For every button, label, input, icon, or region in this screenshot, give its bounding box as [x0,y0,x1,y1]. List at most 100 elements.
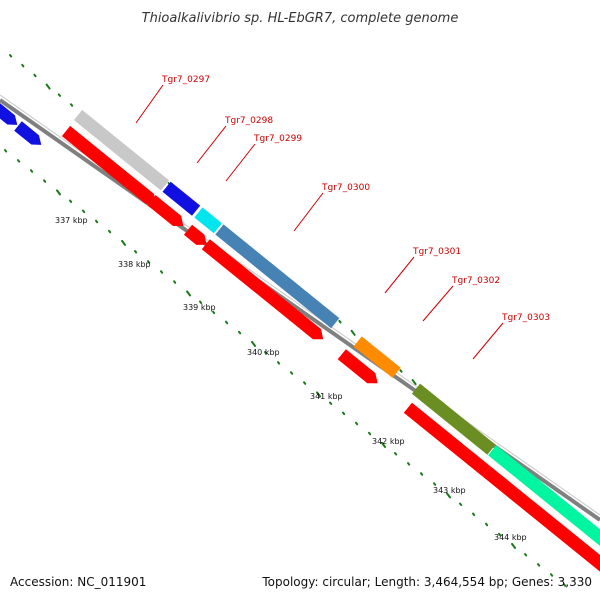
gene-block [488,445,600,546]
gene-leader-line [225,143,256,182]
kbp-label: 340 kbp [247,348,280,357]
inner-tick [225,320,229,325]
inner-tick [394,452,398,456]
inner-tick [251,340,256,347]
gene-leader-line [293,192,324,232]
map-title: Thioalkalivibrio sp. HL-EbGR7, complete … [142,11,459,26]
gene-leader-line [135,84,164,124]
kbp-label: 339 kbp [183,303,216,312]
inner-tick [212,310,216,315]
inner-tick [199,300,203,304]
cds-arrow [147,195,184,226]
outer-tick [338,319,342,324]
inner-tick [550,573,554,577]
cds-arrow [482,466,600,572]
gene-label[interactable]: Tgr7_0299 [253,134,302,144]
inner-tick [30,169,34,173]
inner-tick [498,532,502,537]
inner-tick [563,583,567,587]
inner-tick [173,280,177,284]
inner-tick [459,502,463,506]
feature-track [0,103,600,572]
gene-labels: Tgr7_0297 Tgr7_0298 Tgr7_0299 Tgr7_0300 Tgr7… [135,75,550,360]
kbp-label: 342 kbp [372,437,405,446]
inner-tick [160,270,164,274]
gene-block-partial [14,121,42,145]
outer-tick [21,63,25,68]
kbp-label: 338 kbp [118,260,151,269]
inner-tick [4,149,8,153]
inner-tick [238,330,242,335]
cds-arrow [61,125,157,204]
inner-tick [121,239,126,246]
inner-tick [537,563,541,567]
kbp-label: 344 kbp [494,533,527,542]
inner-tick [108,229,112,234]
gene-leader-line [384,256,415,294]
gene-label[interactable]: Tgr7_0303 [501,313,550,323]
kbp-label: 337 kbp [55,216,88,225]
gene-block [411,383,496,455]
inner-tick [355,421,359,426]
outer-tick [33,73,37,78]
summary-text: Topology: circular; Length: 3,464,554 bp… [261,575,592,589]
outer-tick [411,379,417,386]
inner-tick [82,209,86,214]
gene-block [162,181,201,216]
gene-leader-line [422,285,454,322]
inner-tick [316,391,321,398]
cds-arrow [403,402,491,477]
gene-label[interactable]: Tgr7_0300 [321,183,370,193]
gene-label[interactable]: Tgr7_0302 [451,276,500,286]
inner-tick [290,371,294,375]
inner-tick [303,381,307,385]
inner-tick [381,441,386,448]
outer-tick [45,83,51,90]
kbp-labels: 337 kbp 338 kbp 339 kbp 340 kbp 341 kbp 342 k… [55,216,527,542]
inner-tick [17,159,21,163]
gene-leader-line [472,322,504,360]
inner-tick [485,522,489,527]
inner-tick [56,189,61,196]
inner-tick [186,290,191,297]
outer-tick [350,329,356,336]
inner-tick [69,199,73,203]
inner-tick [511,542,516,549]
inner-tick [407,462,411,466]
inner-tick [524,553,528,557]
gene-block-partial [0,103,18,125]
inner-tick [147,260,151,264]
gene-block [73,109,170,191]
inner-tick [420,472,424,476]
cds-arrow [201,239,324,340]
inner-tick [43,179,47,183]
gene-label[interactable]: Tgr7_0297 [161,75,210,85]
inner-tick [95,219,99,224]
inner-tick [134,250,138,254]
outer-tick [70,103,74,107]
gene-block [353,336,401,378]
inner-tick [342,411,346,416]
inner-tick [264,351,268,355]
gene-label[interactable]: Tgr7_0298 [224,116,273,126]
kbp-label: 341 kbp [310,392,343,401]
cds-arrow [337,349,378,384]
inner-tick [329,401,333,405]
gene-leader-line [196,125,227,164]
inner-tick [472,512,476,517]
gene-block [194,207,222,234]
gene-label[interactable]: Tgr7_0301 [412,247,461,257]
accession-text: Accession: NC_011901 [10,575,146,589]
kbp-label: 343 kbp [433,486,466,495]
inner-tick [368,431,372,436]
inner-tick [446,492,451,499]
outer-tick [9,54,13,58]
outer-tick [57,93,61,97]
outer-tick [399,369,403,373]
gene-block [215,224,340,329]
inner-tick [433,482,437,486]
cds-arrow [183,224,207,245]
inner-tick [277,361,281,365]
